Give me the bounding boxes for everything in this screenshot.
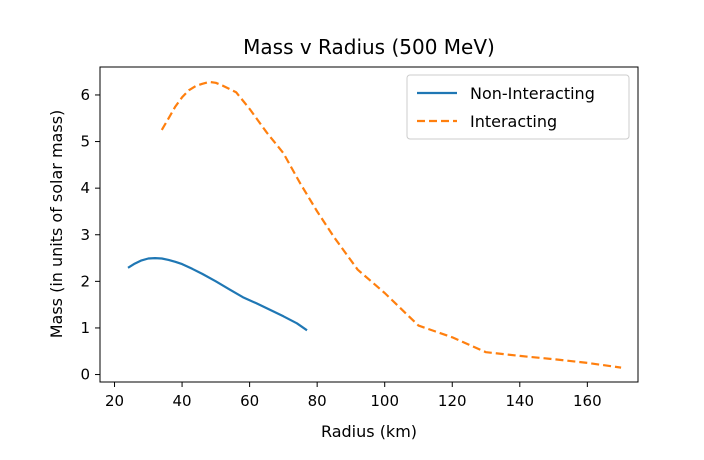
y-tick-label: 2 xyxy=(80,272,90,290)
legend-label-non-interacting: Non-Interacting xyxy=(470,84,595,103)
plot-frame xyxy=(99,66,639,383)
x-tick-label: 40 xyxy=(173,392,192,410)
x-tick-label: 80 xyxy=(308,392,327,410)
series-line-interacting xyxy=(160,80,622,369)
x-tick-label: 60 xyxy=(240,392,259,410)
x-tick-label: 120 xyxy=(438,392,467,410)
x-axis-label: Radius (km) xyxy=(321,422,417,441)
plot-area: 20 40 60 80 100 120 140 160 0 1 2 3 4 5 6 xyxy=(80,66,639,410)
x-tick-label: 20 xyxy=(105,392,124,410)
y-tick-label: 3 xyxy=(80,226,90,244)
y-tick-label: 6 xyxy=(80,86,90,104)
y-axis: 0 1 2 3 4 5 6 xyxy=(80,86,100,384)
y-tick-label: 5 xyxy=(80,133,90,151)
x-tick-label: 100 xyxy=(370,392,399,410)
y-axis-label: Mass (in units of solar mass) xyxy=(47,110,66,339)
y-tick-label: 4 xyxy=(80,179,90,197)
x-tick-label: 140 xyxy=(505,392,534,410)
y-tick-label: 0 xyxy=(80,366,90,384)
y-tick-label: 1 xyxy=(80,319,90,337)
x-axis: 20 40 60 80 100 120 140 160 xyxy=(105,382,602,410)
legend-box xyxy=(406,74,630,140)
legend-label-interacting: Interacting xyxy=(470,112,557,131)
legend: Non-Interacting Interacting xyxy=(406,74,630,140)
chart-title: Mass v Radius (500 MeV) xyxy=(243,35,495,59)
x-tick-label: 160 xyxy=(573,392,602,410)
series-line-non-interacting xyxy=(127,257,308,332)
series-lines xyxy=(127,80,622,369)
